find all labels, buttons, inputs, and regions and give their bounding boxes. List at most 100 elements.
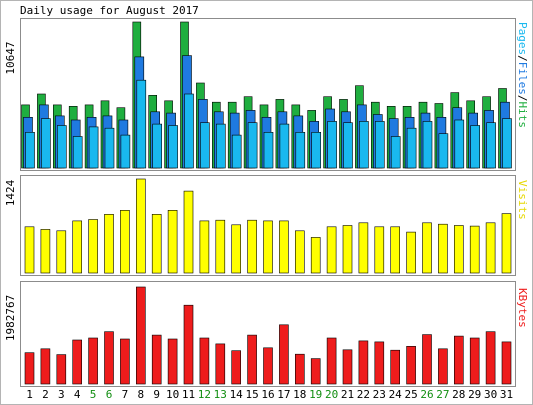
pages-bar: [343, 122, 353, 169]
visits-bar: [310, 237, 321, 274]
day-label: 5: [90, 388, 97, 401]
visits-bar: [390, 226, 401, 274]
day-label: 2: [42, 388, 49, 401]
legend-slash-1: /: [516, 55, 529, 62]
pages-bar: [104, 127, 115, 169]
kbytes-bar: [294, 353, 305, 385]
legend-slash-2: /: [516, 95, 529, 102]
day-label: 16: [261, 388, 274, 401]
visits-bar: [104, 214, 114, 274]
legend-hits: Hits: [516, 102, 529, 129]
day-label: 31: [500, 388, 513, 401]
visits-bar: [485, 222, 496, 274]
visits-bar: [40, 229, 51, 274]
hits-panel-frame: [20, 18, 516, 171]
day-label: 21: [341, 388, 354, 401]
kbytes-bar: [199, 337, 210, 385]
kbytes-bars: [24, 286, 512, 385]
visits-bar: [72, 220, 82, 274]
kbytes-bar: [56, 354, 67, 385]
kbytes-bar: [279, 324, 289, 385]
visits-bar: [469, 225, 480, 274]
day-label: 19: [309, 388, 322, 401]
kbytes-bar: [24, 352, 35, 385]
pages-bar: [136, 79, 147, 169]
kbytes-bar: [326, 337, 337, 385]
day-label: 7: [122, 388, 129, 401]
kbytes-bar: [438, 348, 448, 385]
day-label: 15: [245, 388, 258, 401]
visits-bar: [151, 214, 162, 274]
visits-bar: [120, 210, 130, 274]
hits-panel-legend: Pages/Files/Hits: [516, 22, 529, 128]
pages-bar: [120, 134, 131, 169]
day-label: 25: [404, 388, 417, 401]
visits-bar: [406, 231, 416, 274]
kbytes-bar: [88, 337, 98, 385]
pages-bar: [438, 133, 449, 169]
visits-bar: [422, 222, 432, 274]
pages-bar: [56, 125, 67, 169]
day-label: 8: [137, 388, 144, 401]
pages-bar: [406, 127, 417, 169]
pages-bar: [470, 125, 481, 169]
pages-bar: [152, 123, 162, 169]
kbytes-bar: [406, 345, 416, 385]
visits-bar: [501, 213, 512, 274]
visits-bar: [247, 219, 257, 274]
day-label: 6: [106, 388, 113, 401]
pages-bar: [200, 122, 210, 169]
hits-files-pages-bars: [21, 21, 512, 169]
kbytes-bar: [374, 341, 385, 385]
visits-bar: [215, 219, 226, 274]
visits-bar: [374, 226, 385, 274]
legend-files: Files: [516, 62, 529, 95]
kbytes-bar: [183, 304, 194, 385]
day-label: 10: [166, 388, 179, 401]
day-label: 23: [373, 388, 386, 401]
day-label: 9: [153, 388, 160, 401]
day-label: 29: [468, 388, 481, 401]
kbytes-bar: [167, 338, 178, 385]
day-label: 3: [58, 388, 65, 401]
visits-bar: [342, 225, 353, 274]
visits-bar: [358, 222, 369, 274]
day-label: 30: [484, 388, 497, 401]
visits-bar: [231, 224, 241, 274]
pages-bar: [41, 118, 51, 169]
kbytes-bar: [215, 343, 226, 385]
day-label: 22: [357, 388, 370, 401]
pages-bar: [263, 132, 274, 169]
visits-bar: [279, 220, 289, 274]
day-label: 14: [230, 388, 244, 401]
kbytes-bar: [501, 341, 512, 385]
visits-bar: [56, 230, 67, 274]
day-label: 20: [325, 388, 338, 401]
pages-bar: [231, 134, 242, 169]
kbytes-bar: [422, 334, 432, 385]
day-label: 13: [214, 388, 227, 401]
visits-bar: [438, 223, 448, 274]
day-label: 27: [436, 388, 449, 401]
pages-bar: [502, 118, 512, 169]
day-label: 4: [74, 388, 81, 401]
visits-bar: [294, 230, 305, 274]
pages-bar: [184, 93, 194, 169]
chart-title: Daily usage for August 2017: [20, 4, 199, 17]
visits-bar: [183, 190, 194, 274]
visits-bars: [24, 178, 512, 274]
kbytes-bar: [342, 349, 353, 385]
kbytes-bar: [151, 334, 162, 385]
pages-bar: [247, 122, 258, 169]
visits-bar: [24, 226, 35, 274]
pages-bar: [359, 121, 369, 169]
visits-panel-frame: [20, 175, 516, 276]
kbytes-bar: [120, 338, 130, 385]
visits-bar: [199, 220, 210, 274]
kbytes-bar: [485, 331, 496, 385]
kbytes-bar: [40, 348, 51, 385]
visits-bar: [263, 220, 273, 274]
day-label: 26: [420, 388, 433, 401]
hits-ymax-label: 10647: [4, 41, 17, 74]
